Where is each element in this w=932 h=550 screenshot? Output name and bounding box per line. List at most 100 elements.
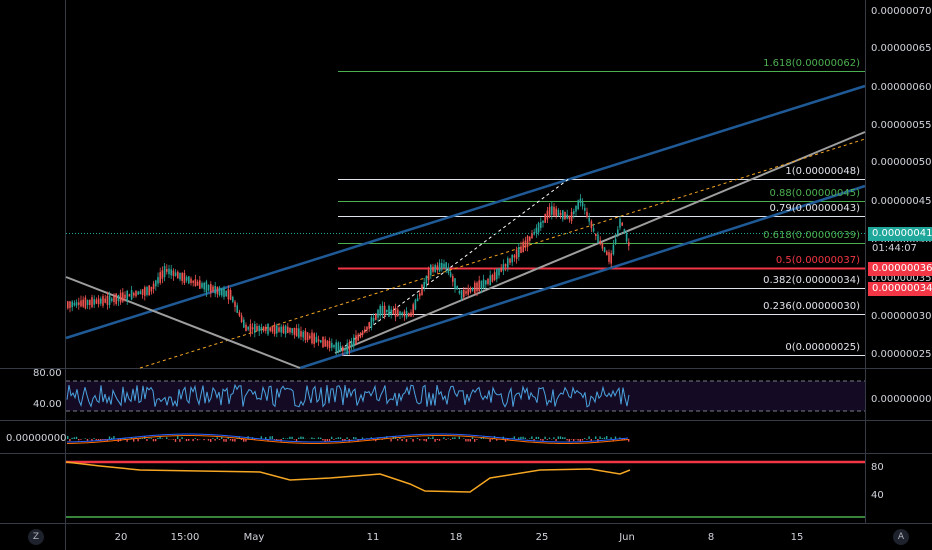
candle-body	[548, 206, 551, 217]
macd-bar	[269, 436, 271, 439]
candle-body	[185, 277, 188, 281]
macd-bar	[344, 439, 346, 441]
candle-body	[82, 299, 84, 307]
macd-bar	[331, 436, 333, 439]
macd-bar	[562, 437, 564, 439]
candle-body	[368, 322, 370, 329]
candle-body	[443, 263, 445, 268]
down-trendline	[65, 276, 301, 369]
fib-level-label: 1.618(0.00000062)	[763, 58, 860, 69]
candle-body	[370, 317, 373, 328]
candle-body	[196, 281, 199, 286]
macd-bar	[203, 439, 205, 441]
macd-bar	[445, 439, 447, 440]
macd-bar	[69, 439, 71, 442]
candle-body	[515, 249, 518, 259]
candle-body	[623, 229, 626, 233]
candle-body	[432, 266, 434, 272]
candle-body	[456, 286, 458, 290]
candle-body	[207, 284, 210, 291]
candle-body	[500, 267, 502, 272]
macd-bar	[434, 439, 436, 442]
macd-bar	[342, 439, 344, 442]
macd-bar	[447, 438, 449, 439]
fib-level-label: 0.88(0.00000045)	[769, 188, 860, 199]
zoom-toggle-button[interactable]: Z	[28, 529, 44, 545]
candle-body	[69, 301, 71, 308]
macd-bar	[614, 436, 617, 439]
macd-bar	[295, 439, 298, 442]
macd-bar	[218, 439, 221, 440]
candle-body	[423, 281, 425, 288]
macd-bar	[130, 437, 133, 439]
macd-bar	[80, 439, 82, 440]
auto-scale-button[interactable]: A	[893, 529, 909, 545]
macd-bar	[557, 436, 559, 439]
candle-body	[100, 298, 102, 304]
candle-body	[295, 328, 298, 337]
candle-body	[520, 246, 522, 254]
candle-body	[555, 208, 557, 216]
macd-bar	[185, 439, 188, 442]
candle-body	[73, 302, 76, 306]
rsi-polyline	[66, 383, 630, 408]
macd-bar	[245, 439, 247, 442]
candle-body	[249, 324, 252, 333]
candle-body	[291, 328, 293, 333]
candle-body	[452, 276, 454, 282]
candle-body	[174, 272, 177, 276]
macd-bar	[240, 439, 243, 441]
macd-bar	[346, 437, 348, 439]
macd-bar	[427, 437, 430, 439]
macd-bar	[375, 439, 377, 442]
candle-body	[355, 335, 357, 345]
candle-body	[531, 233, 533, 239]
candle-body	[474, 282, 476, 294]
macd-bar	[449, 439, 452, 440]
candle-body	[106, 295, 109, 305]
candle-body	[245, 324, 247, 332]
candle-body	[170, 269, 172, 276]
candle-body	[130, 290, 133, 300]
macd-bar	[139, 438, 141, 439]
candle-body	[80, 300, 82, 307]
macd-bar	[287, 438, 289, 439]
candle-body	[326, 340, 329, 347]
candle-body	[480, 280, 483, 289]
candle-body	[141, 289, 144, 295]
macd-bar	[555, 439, 557, 442]
macd-bar	[423, 439, 425, 441]
macd-bar	[238, 436, 240, 439]
candle-body	[346, 343, 348, 355]
candle-body	[606, 251, 608, 256]
candle-body	[199, 280, 201, 289]
candle-body	[518, 246, 520, 258]
candle-body	[243, 319, 245, 328]
macd-bar	[78, 439, 80, 441]
candle-body	[586, 211, 588, 218]
macd-bar	[234, 439, 236, 442]
candle-body	[190, 278, 192, 283]
time-tick-label: 15:00	[170, 532, 200, 543]
macd-bar	[463, 438, 465, 439]
candle-body	[430, 264, 432, 276]
macd-bar	[84, 438, 86, 439]
candle-body	[584, 207, 586, 211]
candle-body	[553, 206, 555, 216]
candle-body	[126, 290, 128, 301]
macd-bar	[196, 439, 199, 441]
macd-bar	[491, 439, 493, 440]
macd-bar	[397, 439, 399, 441]
macd-bar	[291, 436, 293, 439]
candle-body	[559, 212, 562, 215]
macd-bar	[86, 439, 89, 441]
candle-body	[377, 309, 379, 318]
macd-bar	[302, 436, 304, 439]
macd-bar	[361, 437, 364, 439]
candle-body	[573, 211, 575, 215]
candle-body	[419, 293, 421, 297]
candle-body	[617, 229, 619, 235]
candle-body	[388, 305, 390, 317]
